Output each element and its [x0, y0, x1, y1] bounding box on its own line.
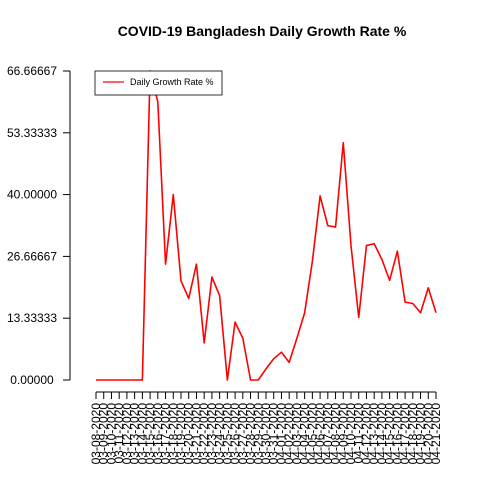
x-tick-label: 03-23-2020: [205, 403, 219, 465]
y-tick-label: 0.00000: [10, 373, 54, 387]
x-tick-label: 03-26-2020: [228, 403, 242, 465]
x-tick-label: 03-15-2020: [143, 403, 157, 465]
chart-title: COVID-19 Bangladesh Daily Growth Rate %: [118, 23, 407, 39]
x-tick-label: 04-01-2020: [274, 403, 288, 465]
legend-box: [94, 70, 223, 96]
x-tick-label: 04-11-2020: [352, 403, 366, 464]
y-axis: 0.00000 13.33333 26.66667 40.00000 53.33333 6…: [7, 64, 71, 387]
x-tick-label: 04-10-2020: [344, 403, 358, 465]
x-tick-label: 03-27-2020: [236, 403, 250, 465]
y-tick-label: 13.33333: [7, 311, 57, 325]
x-tick-label: 03-13-2020: [128, 403, 142, 465]
x-tick-label: 03-30-2020: [259, 403, 273, 465]
x-tick-label: 03-20-2020: [182, 403, 196, 465]
x-tick-label: 04-18-2020: [406, 403, 420, 465]
x-tick-label: 04-05-2020: [305, 403, 319, 465]
x-tick-label: 03-19-2020: [174, 403, 188, 465]
legend: Daily Growth Rate %: [94, 70, 223, 96]
x-tick-label: 04-03-2020: [290, 403, 304, 465]
x-tick-label: 04-12-2020: [359, 403, 373, 465]
x-tick-label: 04-17-2020: [398, 403, 412, 465]
y-tick-label: 53.33333: [7, 126, 57, 140]
y-tick-label: 66.66667: [7, 64, 57, 78]
x-tick-label: 03-29-2020: [251, 403, 265, 465]
series-line-daily-growth-rate: [96, 70, 437, 381]
x-tick-label: 03-12-2020: [120, 403, 134, 465]
x-tick-label: 04-20-2020: [421, 403, 435, 465]
x-tick-label: 03-28-2020: [244, 403, 258, 465]
x-tick-label: 04-04-2020: [298, 403, 312, 465]
x-tick-label: 04-16-2020: [390, 403, 404, 465]
x-tick-label: 04-06-2020: [313, 403, 327, 465]
x-tick-label: 03-22-2020: [197, 403, 211, 465]
x-tick-label: 03-09-2020: [97, 403, 111, 465]
legend-label: Daily Growth Rate %: [130, 77, 214, 87]
x-tick-label: 03-11-2020: [112, 403, 126, 464]
x-tick-label: 04-15-2020: [383, 403, 397, 465]
x-tick-label: 03-08-2020: [89, 403, 103, 465]
x-tick-label: 04-19-2020: [414, 403, 428, 465]
x-tick-label: 03-17-2020: [159, 403, 173, 465]
y-tick-label: 40.00000: [7, 188, 57, 202]
x-tick-label: 04-14-2020: [375, 403, 389, 465]
y-tick-label: 26.66667: [7, 249, 57, 263]
x-tick-label: 03-31-2020: [267, 403, 281, 465]
x-tick-label: 04-21-2020: [429, 403, 443, 465]
x-tick-label: 04-08-2020: [329, 403, 343, 465]
x-tick-label: 04-07-2020: [321, 403, 335, 465]
x-tick-label: 03-16-2020: [151, 403, 165, 465]
x-axis: 03-08-202003-09-202003-10-202003-11-2020…: [89, 391, 443, 465]
x-tick-label: 03-24-2020: [213, 403, 227, 465]
x-tick-label: 03-18-2020: [166, 403, 180, 465]
x-tick-label: 03-25-2020: [220, 403, 234, 465]
x-tick-label: 03-14-2020: [135, 403, 149, 465]
x-tick-label: 04-13-2020: [367, 403, 381, 465]
x-tick-label: 03-10-2020: [104, 403, 118, 465]
x-tick-label: 04-09-2020: [336, 403, 350, 465]
x-tick-label: 03-21-2020: [189, 403, 203, 465]
series-layer: [95, 70, 437, 381]
x-tick-label: 04-02-2020: [282, 403, 296, 465]
